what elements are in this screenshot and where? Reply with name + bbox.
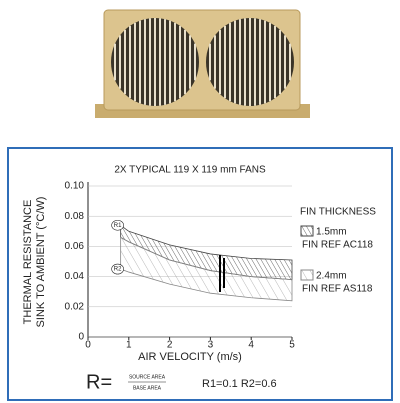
x-tick-label: 3 <box>208 340 214 351</box>
curve-label: R1 <box>114 223 122 229</box>
y-axis-label: SINK TO AMBIENT (°C/W) <box>35 197 47 328</box>
y-tick-label: 0.08 <box>65 211 85 222</box>
legend-swatch <box>300 269 314 281</box>
y-tick-label: 0 <box>78 332 84 343</box>
y-axis-label: THERMAL RESISTANCE <box>22 200 34 325</box>
legend-label: FIN REF AC118 <box>302 240 373 251</box>
legend-label: 2.4mm <box>316 271 347 282</box>
y-tick-label: 0.06 <box>65 241 85 252</box>
legend-label: 1.5mm <box>316 227 347 238</box>
y-tick-label: 0.10 <box>65 181 85 192</box>
product-photo <box>95 9 310 118</box>
chart-frame <box>7 147 393 401</box>
x-tick-label: 5 <box>289 340 295 351</box>
y-tick-label: 0.02 <box>65 301 85 312</box>
y-tick-label: 0.04 <box>65 271 85 282</box>
x-tick-label: 4 <box>248 340 254 351</box>
legend-swatch <box>300 225 314 237</box>
formula-denominator: BASE AREA <box>133 385 162 391</box>
x-tick-label: 0 <box>85 340 91 351</box>
x-tick-label: 2 <box>167 340 173 351</box>
chart-title: 2X TYPICAL 119 X 119 mm FANS <box>114 165 266 176</box>
band <box>120 236 293 302</box>
curve-label: R2 <box>114 267 122 273</box>
x-axis-label: AIR VELOCITY (m/s) <box>138 351 242 363</box>
legend-label: FIN REF AS118 <box>302 284 373 295</box>
formula-numerator: SOURCE AREA <box>129 374 166 380</box>
x-tick-label: 1 <box>126 340 132 351</box>
formula-lhs: R= <box>86 371 112 393</box>
legend-title: FIN THICKNESS <box>300 207 376 218</box>
formula-values: R1=0.1 R2=0.6 <box>202 378 277 390</box>
curve-label-ring <box>111 219 124 231</box>
curve-label-ring <box>111 263 124 275</box>
